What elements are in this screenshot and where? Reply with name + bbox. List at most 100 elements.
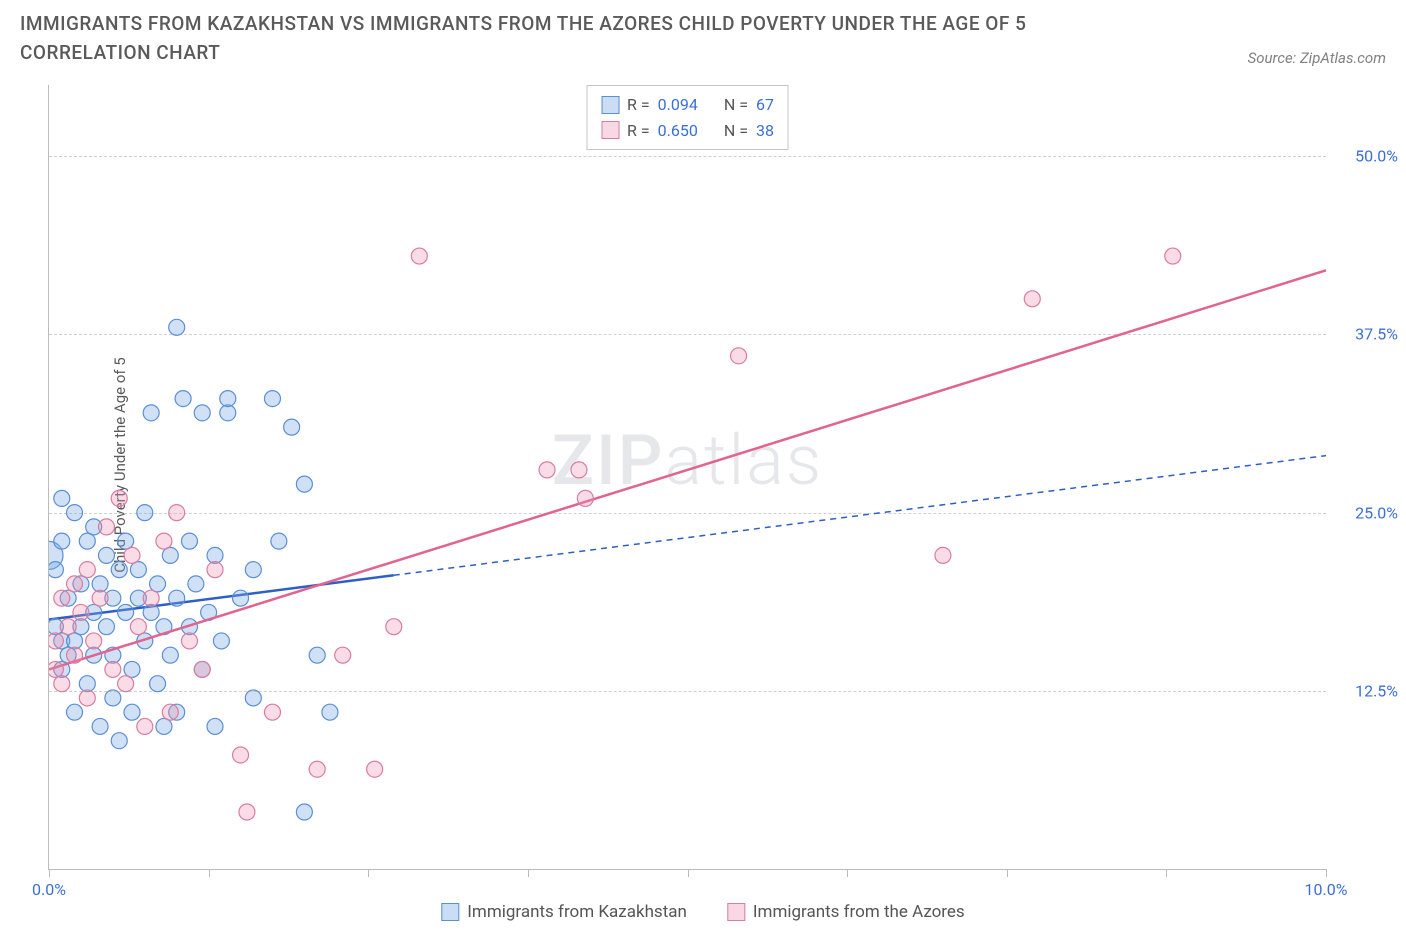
- x-tick: [1326, 869, 1327, 877]
- data-point: [143, 604, 159, 620]
- data-point: [731, 348, 747, 364]
- data-point: [124, 661, 140, 677]
- data-point: [54, 533, 70, 549]
- data-point: [213, 633, 229, 649]
- data-point: [130, 619, 146, 635]
- series-legend: Immigrants from Kazakhstan Immigrants fr…: [441, 902, 964, 922]
- data-point: [111, 562, 127, 578]
- legend-n-label: N =: [724, 92, 748, 118]
- x-tick: [1166, 869, 1167, 877]
- legend-row: R = 0.094 N = 67: [601, 92, 774, 118]
- x-tick: [49, 869, 50, 877]
- data-point: [169, 505, 185, 521]
- data-point: [156, 718, 172, 734]
- data-point: [143, 590, 159, 606]
- data-point: [169, 319, 185, 335]
- trendline: [49, 270, 1326, 669]
- data-point: [54, 590, 70, 606]
- y-tick-label: 12.5%: [1333, 681, 1398, 700]
- data-point: [162, 547, 178, 563]
- data-point: [79, 533, 95, 549]
- data-point: [335, 647, 351, 663]
- x-tick-label: 0.0%: [32, 880, 66, 899]
- legend-item: Immigrants from the Azores: [727, 902, 965, 922]
- data-point: [181, 533, 197, 549]
- legend-r-label: R =: [627, 118, 650, 144]
- x-tick-label: 10.0%: [1305, 880, 1348, 899]
- data-point: [86, 633, 102, 649]
- data-point: [309, 647, 325, 663]
- legend-label: Immigrants from Kazakhstan: [467, 902, 687, 922]
- chart-header: IMMIGRANTS FROM KAZAKHSTAN VS IMMIGRANTS…: [0, 0, 1406, 67]
- data-point: [175, 391, 191, 407]
- data-point: [143, 405, 159, 421]
- x-tick: [368, 869, 369, 877]
- data-point: [207, 547, 223, 563]
- data-point: [73, 604, 89, 620]
- legend-label: Immigrants from the Azores: [753, 902, 965, 922]
- data-point: [296, 476, 312, 492]
- data-point: [67, 505, 83, 521]
- data-point: [309, 761, 325, 777]
- data-point: [169, 590, 185, 606]
- data-point: [233, 747, 249, 763]
- x-tick: [209, 869, 210, 877]
- y-tick-label: 25.0%: [1333, 503, 1398, 522]
- data-point: [194, 661, 210, 677]
- data-point: [124, 704, 140, 720]
- legend-r-value: 0.650: [658, 118, 698, 144]
- data-point: [111, 733, 127, 749]
- data-point: [539, 462, 555, 478]
- x-tick: [688, 869, 689, 877]
- data-point: [92, 576, 108, 592]
- correlation-legend: R = 0.094 N = 67 R = 0.650 N = 38: [586, 85, 789, 150]
- data-point: [162, 647, 178, 663]
- data-point: [124, 547, 140, 563]
- data-point: [92, 718, 108, 734]
- legend-n-value: 67: [756, 92, 774, 118]
- data-point: [67, 576, 83, 592]
- data-point: [54, 490, 70, 506]
- legend-swatch: [601, 121, 619, 139]
- data-point: [79, 676, 95, 692]
- data-point: [137, 505, 153, 521]
- data-point: [194, 405, 210, 421]
- data-point: [67, 633, 83, 649]
- data-point: [150, 676, 166, 692]
- data-point: [577, 490, 593, 506]
- data-point: [156, 533, 172, 549]
- x-tick: [528, 869, 529, 877]
- data-point: [264, 704, 280, 720]
- data-point: [188, 576, 204, 592]
- data-point: [98, 619, 114, 635]
- legend-n-label: N =: [724, 118, 748, 144]
- data-point: [239, 804, 255, 820]
- data-point: [105, 661, 121, 677]
- chart-title: IMMIGRANTS FROM KAZAKHSTAN VS IMMIGRANTS…: [20, 10, 1120, 67]
- data-point: [207, 562, 223, 578]
- data-point: [118, 604, 134, 620]
- legend-swatch: [441, 903, 459, 921]
- legend-row: R = 0.650 N = 38: [601, 118, 774, 144]
- x-tick: [1007, 869, 1008, 877]
- data-point: [67, 647, 83, 663]
- data-point: [367, 761, 383, 777]
- legend-r-value: 0.094: [658, 92, 698, 118]
- y-tick-label: 37.5%: [1333, 325, 1398, 344]
- data-point: [245, 690, 261, 706]
- data-point: [49, 633, 63, 649]
- data-point: [264, 391, 280, 407]
- data-point: [79, 562, 95, 578]
- data-point: [111, 490, 127, 506]
- data-point: [181, 633, 197, 649]
- data-point: [49, 562, 63, 578]
- trendline-dashed: [394, 456, 1326, 576]
- data-point: [79, 690, 95, 706]
- data-point: [220, 405, 236, 421]
- data-point: [150, 576, 166, 592]
- y-tick-label: 50.0%: [1333, 147, 1398, 166]
- legend-n-value: 38: [756, 118, 774, 144]
- data-point: [207, 718, 223, 734]
- data-point: [118, 676, 134, 692]
- data-point: [98, 519, 114, 535]
